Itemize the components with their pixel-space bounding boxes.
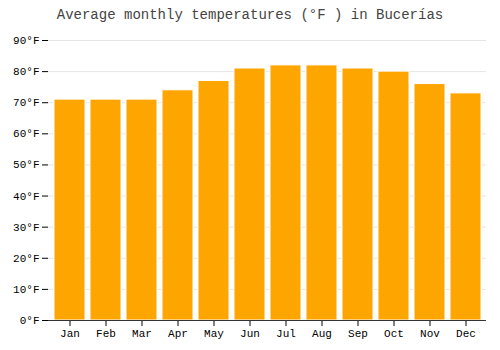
svg-text:Oct: Oct (384, 328, 404, 340)
svg-text:Jan: Jan (60, 328, 80, 340)
svg-text:40°F: 40°F (13, 191, 39, 203)
svg-text:Jul: Jul (276, 328, 296, 340)
svg-text:Jun: Jun (240, 328, 260, 340)
svg-text:60°F: 60°F (13, 128, 39, 140)
svg-text:Dec: Dec (456, 328, 476, 340)
svg-text:10°F: 10°F (13, 284, 39, 296)
svg-text:90°F: 90°F (13, 35, 39, 47)
svg-text:May: May (204, 328, 224, 340)
svg-text:Nov: Nov (420, 328, 440, 340)
svg-text:50°F: 50°F (13, 159, 39, 171)
svg-text:Feb: Feb (96, 328, 116, 340)
svg-text:0°F: 0°F (20, 315, 40, 327)
svg-text:70°F: 70°F (13, 97, 39, 109)
svg-text:30°F: 30°F (13, 222, 39, 234)
html-text:Average monthly temperatures (: Average monthly temperatures (°F ) in Bu… (56, 7, 444, 23)
svg-text:80°F: 80°F (13, 66, 39, 78)
svg-text:20°F: 20°F (13, 253, 39, 265)
svg-text:Aug: Aug (312, 328, 332, 340)
svg-text:Sep: Sep (348, 328, 368, 340)
svg-text:Mar: Mar (132, 328, 152, 340)
svg-text:Apr: Apr (168, 328, 188, 340)
